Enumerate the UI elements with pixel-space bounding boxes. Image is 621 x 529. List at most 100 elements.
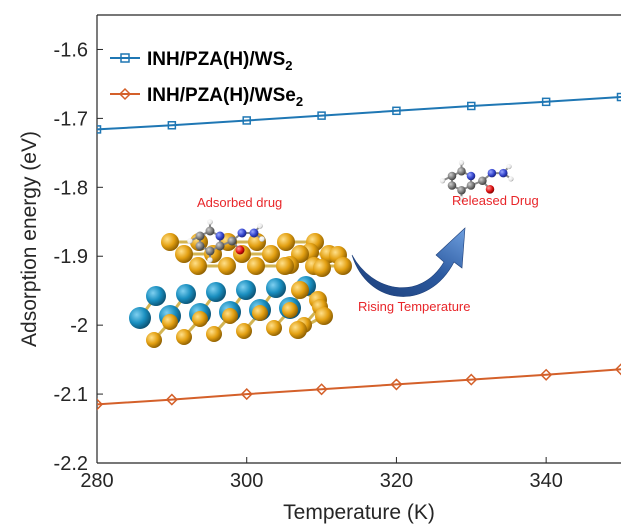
adsorbed-drug-label: Adsorbed drug [197,195,282,210]
x-tick-label: 320 [380,470,413,492]
sulfur-atom [206,326,222,342]
hydrogen-atom [458,196,465,202]
tungsten-atom [266,278,286,298]
nitrogen-atom [215,231,225,241]
data-point [242,116,251,125]
x-tick-label: 340 [529,470,562,492]
nitrogen-atom [499,168,508,178]
x-ticks: 280 300 320 340 [80,457,563,492]
y-axis-label: Adsorption energy (eV) [18,131,41,347]
hydrogen-atom [257,223,263,229]
sulfur-atom [146,332,162,348]
hydrogen-atom [187,238,193,244]
y-tick-label: -1.8 [54,177,88,199]
sulfur-atom [262,245,280,263]
sulfur-atom [162,314,178,330]
data-point [614,363,621,376]
sulfur-atom [282,302,298,318]
data-point [540,368,553,381]
legend-marker-wse2 [118,87,132,101]
data-point [165,393,178,406]
data-point [97,125,102,134]
data-point [541,97,551,107]
nitrogen-atom [487,168,497,178]
sulfur-atom [218,257,236,275]
axes: -1.6 -1.7 -1.8 -1.9 -2 -2.1 -2.2 280 300 320 340 [54,14,621,492]
data-point [390,378,403,391]
curved-arrow-icon [351,227,466,297]
y-tick-label: -1.9 [54,246,88,268]
carbon-atom [227,236,237,246]
y-tick-label: -2 [70,315,88,337]
nitrogen-atom [466,171,476,181]
sulfur-atom [236,323,252,339]
tungsten-atom [176,284,196,304]
series-layer [97,92,621,411]
sulfur-atom [313,259,331,277]
sulfur-atom [176,329,192,345]
sulfur-atom [276,257,294,275]
sulfur-atom [266,320,282,336]
nitrogen-atom [237,228,247,238]
legend-label-wse2: INH/PZA(H)/WSe [147,85,296,106]
released-drug-molecule [439,160,514,202]
data-point [616,92,621,102]
nitrogen-atom [249,228,259,238]
carbon-atom [457,185,466,195]
data-point [240,388,253,401]
sulfur-atom [189,257,207,275]
tungsten-atom [129,307,151,329]
legend-text-ws2: INH/PZA(H)/WS2 [147,49,293,73]
hydrogen-atom [508,176,514,182]
tungsten-atom [206,282,226,302]
sulfur-atom [192,311,208,327]
sulfur-atom [289,321,307,339]
sulfur-atom [277,233,295,251]
legend-entry-ws2: INH/PZA(H)/WS2 [110,49,293,73]
sulfur-atom [291,281,309,299]
legend-label-ws2: INH/PZA(H)/WS [147,49,285,70]
sulfur-atom [334,257,352,275]
sulfur-atom [175,245,193,263]
carbon-atom [466,181,476,190]
hydrogen-atom [207,219,213,225]
legend-entry-wse2: INH/PZA(H)/WSe2 [110,85,303,109]
carbon-atom [215,241,225,251]
inset-illustration: Adsorbed drug Released Drug Rising Tempe… [129,160,539,348]
series-line-0 [97,96,621,131]
data-point [467,101,476,111]
data-point [392,106,401,116]
oxygen-atom [485,185,495,194]
sulfur-atom [247,257,265,275]
carbon-atom [195,241,205,251]
legend-subscript-wse2: 2 [296,94,303,109]
data-point [465,373,478,386]
carbon-atom [478,176,487,186]
carbon-atom [447,181,457,190]
legend-marker-ws2 [120,53,130,63]
x-tick-label: 300 [230,470,263,492]
hydrogen-atom [207,257,213,263]
y-ticks: -1.6 -1.7 -1.8 -1.9 -2 -2.1 -2.2 [54,39,103,475]
hydrogen-atom [439,178,446,184]
sulfur-atom [315,307,333,325]
sulfur-atom [222,308,238,324]
ws2-slab [129,233,352,348]
sulfur-atom [161,233,179,251]
carbon-atom [205,246,215,256]
legend-subscript-ws2: 2 [285,58,292,73]
legend-text-wse2: INH/PZA(H)/WSe2 [147,85,303,109]
sulfur-atom [252,305,268,321]
data-point [167,121,177,130]
adsorbed-drug-molecule [187,219,265,263]
x-axis-label: Temperature (K) [283,501,435,524]
carbon-atom [447,171,457,181]
rising-temperature-label: Rising Temperature [358,299,470,314]
hydrogen-atom [259,236,265,242]
data-point [317,111,326,120]
carbon-atom [195,231,205,241]
oxygen-atom [235,245,245,255]
data-point [315,383,328,396]
series-line-1 [97,368,621,406]
